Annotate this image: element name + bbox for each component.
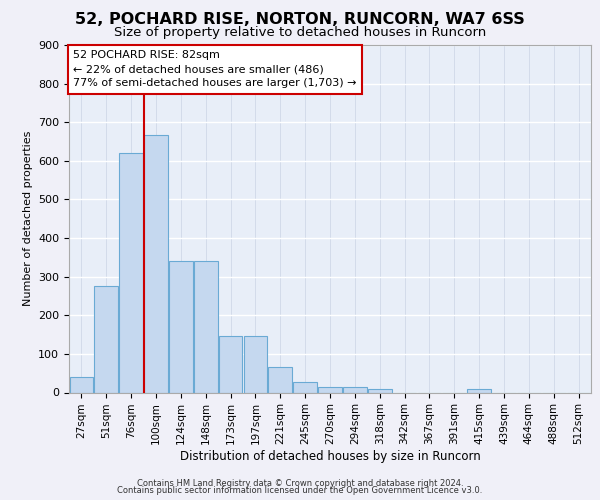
Bar xyxy=(94,286,118,393)
Bar xyxy=(70,377,93,392)
Text: 52 POCHARD RISE: 82sqm
← 22% of detached houses are smaller (486)
77% of semi-de: 52 POCHARD RISE: 82sqm ← 22% of detached… xyxy=(73,50,356,88)
X-axis label: Distribution of detached houses by size in Runcorn: Distribution of detached houses by size … xyxy=(179,450,481,463)
Bar xyxy=(343,386,367,392)
Text: 52, POCHARD RISE, NORTON, RUNCORN, WA7 6SS: 52, POCHARD RISE, NORTON, RUNCORN, WA7 6… xyxy=(75,12,525,28)
Bar xyxy=(318,386,342,392)
Bar xyxy=(293,382,317,392)
Bar xyxy=(219,336,242,392)
Bar xyxy=(244,336,267,392)
Bar xyxy=(194,261,218,392)
Bar xyxy=(119,152,143,392)
Bar xyxy=(268,368,292,392)
Y-axis label: Number of detached properties: Number of detached properties xyxy=(23,131,32,306)
Text: Contains HM Land Registry data © Crown copyright and database right 2024.: Contains HM Land Registry data © Crown c… xyxy=(137,478,463,488)
Bar xyxy=(144,135,168,392)
Bar xyxy=(169,261,193,392)
Text: Size of property relative to detached houses in Runcorn: Size of property relative to detached ho… xyxy=(114,26,486,39)
Bar xyxy=(467,390,491,392)
Text: Contains public sector information licensed under the Open Government Licence v3: Contains public sector information licen… xyxy=(118,486,482,495)
Bar xyxy=(368,388,392,392)
